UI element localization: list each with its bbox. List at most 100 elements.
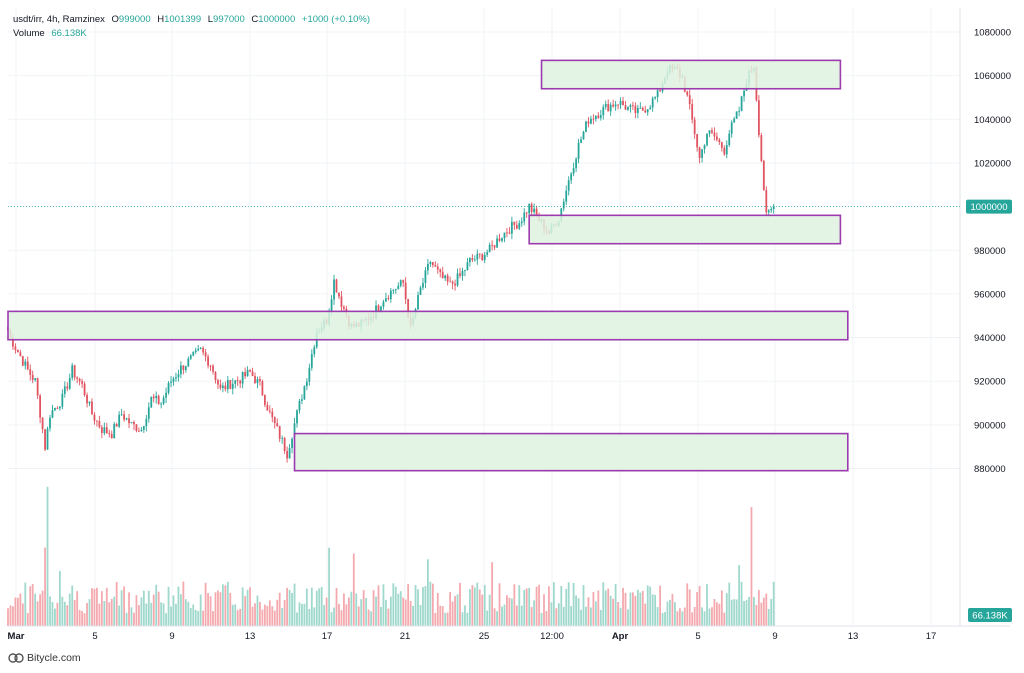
volume-bar — [468, 589, 471, 626]
volume-bar — [674, 602, 676, 626]
candle — [730, 120, 733, 138]
volume-bar — [456, 594, 459, 626]
candle — [115, 422, 118, 427]
volume-bar — [155, 584, 158, 626]
candle — [639, 102, 642, 109]
candle — [125, 417, 128, 421]
candle — [49, 414, 51, 432]
candle — [217, 378, 219, 390]
candle — [310, 349, 313, 371]
volume-bar — [335, 587, 338, 626]
candle — [108, 429, 111, 438]
volume-bar — [29, 586, 32, 626]
volume-bar — [51, 601, 54, 626]
volume-bar — [142, 590, 145, 626]
volume-bar — [501, 606, 503, 626]
candle — [424, 267, 427, 289]
candle — [308, 363, 311, 386]
change-value: +1000 (+0.10%) — [301, 14, 371, 25]
candle — [720, 141, 723, 152]
candle — [632, 101, 634, 110]
candle — [389, 287, 392, 303]
candle — [68, 373, 71, 391]
volume-bar — [503, 604, 506, 626]
volume-bar — [580, 609, 582, 626]
candle — [56, 406, 59, 409]
candle — [180, 361, 182, 379]
candle — [387, 295, 390, 301]
candle — [19, 349, 22, 357]
candle — [422, 277, 424, 291]
volume-bar — [454, 596, 456, 626]
volume-bar — [515, 605, 518, 626]
candle — [397, 282, 400, 290]
volume-bar — [508, 597, 511, 626]
volume-bar — [305, 588, 308, 626]
candle — [219, 379, 222, 390]
candle — [723, 145, 726, 156]
volume-bar — [617, 601, 619, 626]
candle — [165, 387, 167, 404]
candle — [461, 267, 464, 281]
candle — [214, 371, 217, 384]
candle — [234, 379, 237, 389]
volume-bar — [105, 587, 108, 626]
candle — [691, 98, 694, 124]
volume-bar — [412, 605, 414, 626]
candle — [96, 420, 98, 427]
volume-bar — [343, 593, 345, 626]
close-value: 1000000 — [258, 14, 296, 25]
candle — [281, 435, 284, 444]
candle — [488, 242, 491, 253]
volume-bar — [58, 570, 61, 626]
candle — [162, 395, 165, 406]
candle — [525, 211, 528, 218]
candle — [135, 424, 138, 433]
candle — [291, 437, 293, 454]
candle — [335, 278, 338, 293]
volume-bar — [604, 590, 607, 626]
volume-bar — [145, 603, 148, 626]
volume-bar — [278, 592, 281, 626]
candle — [506, 227, 508, 238]
low-value: 997000 — [213, 14, 245, 25]
volume-bar — [397, 593, 400, 626]
volume-bar — [103, 601, 106, 626]
candle — [224, 381, 227, 392]
candle — [501, 237, 503, 243]
candle — [71, 362, 74, 381]
candle — [473, 255, 476, 262]
candle — [701, 149, 703, 163]
volume-bar — [713, 598, 716, 626]
volume-bar — [587, 597, 590, 626]
candle — [434, 261, 437, 268]
candle — [63, 381, 66, 398]
volume-bar — [706, 584, 708, 626]
volume-bar — [24, 582, 27, 626]
volume-bar — [357, 606, 360, 626]
candle — [728, 129, 731, 148]
volume-bar — [649, 586, 652, 626]
volume-bar — [133, 612, 135, 626]
volume-bar — [538, 584, 540, 626]
volume-bar — [352, 553, 355, 626]
volume-bar — [518, 585, 521, 626]
volume-bar — [372, 590, 375, 626]
x-tick-label: 25 — [479, 631, 490, 642]
volume-bar — [530, 606, 533, 626]
volume-bar — [98, 603, 101, 626]
y-tick-label: 1020000 — [974, 158, 1011, 169]
bitycle-watermark[interactable]: Bitycle.com — [8, 652, 81, 664]
candle — [91, 398, 93, 415]
volume-bar — [614, 583, 617, 626]
last-volume-badge — [968, 608, 1012, 622]
volume-bar — [528, 587, 531, 626]
candle — [468, 257, 471, 267]
candle — [634, 102, 637, 119]
candle — [478, 253, 481, 259]
volume-bar — [557, 603, 560, 626]
candle — [711, 127, 713, 135]
volume-bar — [743, 600, 745, 626]
volume-bar — [219, 592, 222, 626]
